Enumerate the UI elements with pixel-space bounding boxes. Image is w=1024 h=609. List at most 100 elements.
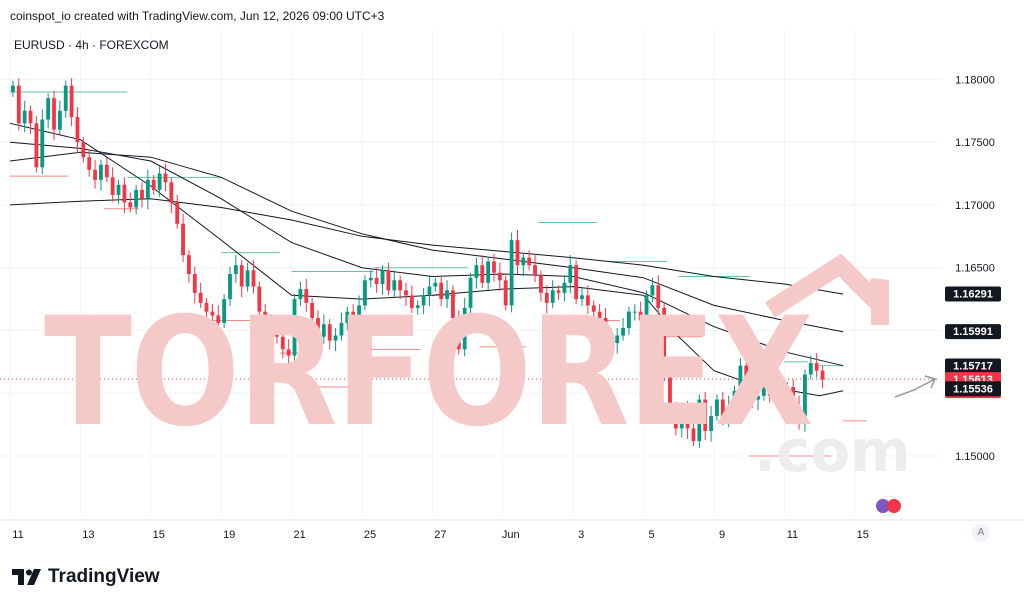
candle-body [204, 302, 209, 312]
candle-body [351, 311, 356, 334]
candle-body [81, 142, 86, 158]
price-label-text: 1.15717 [953, 361, 993, 373]
candle-body [163, 173, 168, 183]
candle-body [820, 370, 825, 380]
candle-body [808, 363, 813, 375]
candle-body [468, 277, 473, 308]
candle-body [797, 405, 801, 421]
candle-body [298, 289, 303, 300]
candle-body [615, 335, 620, 344]
symbol-label[interactable]: EURUSD · 4h · FOREXCOM [14, 38, 169, 52]
x-tick-label: 11 [787, 529, 798, 541]
candlesticks [11, 78, 825, 448]
candle-body [427, 286, 432, 296]
candle-body [556, 290, 561, 293]
candle-body [275, 324, 279, 337]
brand-name: TradingView [48, 566, 160, 587]
candle-body [644, 295, 649, 321]
candle-body [16, 85, 21, 124]
y-tick-label: 1.15000 [955, 451, 995, 463]
candle-body [627, 311, 631, 328]
candle-body [433, 282, 438, 287]
candle-body [638, 311, 643, 321]
candle-body [151, 179, 156, 190]
candle-body [568, 265, 573, 283]
candle-body [374, 277, 379, 285]
candle-body [222, 299, 227, 323]
x-tick-label: 3 [578, 529, 584, 541]
candle-body [697, 399, 702, 441]
candle-body [404, 290, 408, 296]
candle-body [269, 324, 273, 335]
candle-body [192, 274, 197, 293]
chart-credit: coinspot_io created with TradingView.com… [10, 9, 385, 23]
candle-body [386, 270, 391, 291]
candle-body [462, 307, 467, 350]
candle-body [562, 282, 567, 293]
candle-body [22, 110, 27, 124]
candle-body [93, 169, 97, 180]
candle-body [99, 164, 103, 180]
candle-body [169, 182, 174, 203]
x-tick-label: 9 [719, 529, 725, 541]
price-label-text: 1.16291 [953, 288, 993, 300]
candle-body [709, 415, 713, 431]
candle-body [333, 335, 338, 341]
candle-body [198, 292, 203, 303]
candle-body [474, 265, 479, 278]
price-label-badge [945, 358, 1001, 374]
y-tick-label: 1.17000 [955, 200, 995, 212]
candle-body [603, 317, 608, 334]
candle-body [280, 336, 285, 350]
candle-body [69, 85, 74, 118]
candle-body [685, 408, 690, 429]
projection-arrow-icon [894, 375, 937, 398]
x-tick-label: 19 [223, 529, 235, 541]
candle-body [52, 98, 56, 130]
candle-body [140, 189, 144, 199]
x-tick-label: 5 [649, 529, 655, 541]
torforex-watermark: TORFOREX [44, 286, 814, 460]
candle-body [357, 305, 361, 334]
candle-body [451, 290, 455, 318]
time-axis: 11 13 15 19 21 25 27 Jun 3 5 9 11 15 [0, 519, 1024, 541]
us-flag-icon [887, 499, 901, 513]
candle-body [134, 189, 139, 208]
candle-body [245, 270, 250, 287]
chart-grid [0, 30, 940, 515]
candle-body [509, 240, 514, 306]
candle-body [750, 387, 755, 400]
candle-body [632, 311, 637, 313]
candle-body [11, 85, 15, 92]
candle-body [668, 370, 672, 413]
moving-average-line [9, 151, 844, 333]
y-tick-label: 1.16500 [955, 263, 995, 275]
level-lines [10, 91, 867, 457]
auto-scale-button[interactable]: A [972, 524, 990, 542]
price-label-badge [945, 324, 1001, 340]
candle-body [57, 110, 62, 130]
x-tick-label: 25 [364, 529, 376, 541]
candle-body [345, 311, 350, 323]
candle-body [380, 270, 385, 285]
candle-body [316, 317, 320, 337]
candle-body [650, 285, 655, 296]
y-tick-label: 1.17500 [955, 137, 995, 149]
eu-flag-icon [876, 499, 890, 513]
candle-body [398, 280, 403, 291]
candle-body [251, 270, 256, 287]
candle-body [63, 85, 68, 111]
candle-body [785, 387, 790, 400]
candle-body [439, 282, 444, 300]
candle-body [28, 110, 33, 124]
candle-body [574, 265, 579, 300]
tradingview-brand: TradingView [12, 566, 160, 588]
moving-average-lines [9, 122, 844, 397]
candle-body [34, 123, 39, 168]
moving-average-line [9, 198, 844, 295]
candle-body [539, 275, 543, 293]
candle-body [544, 292, 549, 303]
candle-body [216, 315, 221, 323]
candle-body [726, 405, 731, 419]
